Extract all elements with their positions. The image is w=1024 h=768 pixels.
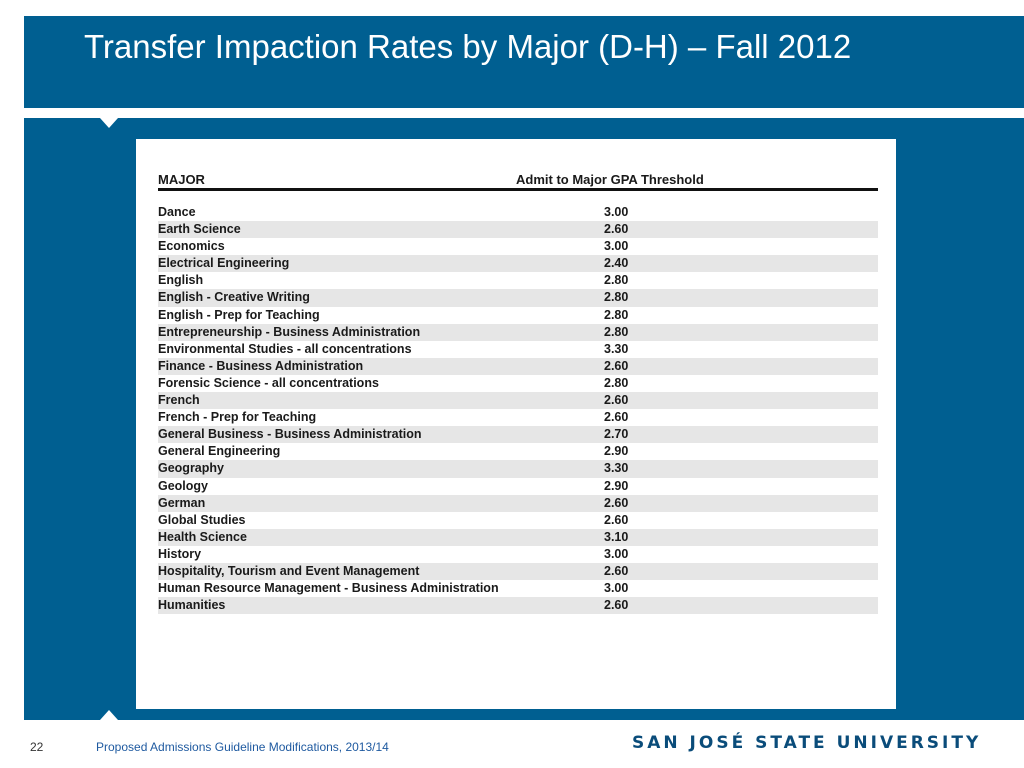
title-band	[24, 16, 1024, 108]
major-name: French - Prep for Teaching	[158, 410, 317, 425]
major-name: Humanities	[158, 598, 226, 613]
table-row: Entrepreneurship - Business Administrati…	[158, 323, 878, 341]
table-row: Hospitality, Tourism and Event Managemen…	[158, 562, 878, 581]
major-name: General Engineering	[158, 444, 281, 459]
table-row: Finance - Business Administration 2.60	[158, 357, 878, 375]
gpa-value: 3.30	[604, 461, 629, 476]
gpa-value: 3.10	[604, 529, 629, 544]
major-name: Entrepreneurship - Business Administrati…	[158, 324, 421, 339]
table-body: Dance 3.00 Earth Science 2.60 Economics 3.00 E…	[158, 204, 878, 615]
table-row: French - Prep for Teaching 2.60	[158, 409, 878, 426]
major-name: Geology	[158, 478, 209, 493]
table-row: Electrical Engineering 2.40	[158, 255, 878, 273]
university-logo: SAN JOSÉ STATE UNIVERSITY	[632, 733, 982, 753]
table-row: English 2.80	[158, 272, 878, 289]
table-row: Health Science 3.10	[158, 528, 878, 546]
slide-title: Transfer Impaction Rates by Major (D-H) …	[84, 28, 852, 65]
table-row: English - Prep for Teaching 2.80	[158, 307, 878, 324]
table-row: Humanities 2.60	[158, 597, 878, 615]
gpa-value: 2.90	[604, 478, 629, 493]
table-row: Geology 2.90	[158, 478, 878, 495]
table-row: Global Studies 2.60	[158, 512, 878, 529]
table-row: German 2.60	[158, 494, 878, 512]
table-row: French 2.60	[158, 392, 878, 410]
table-row: General Business - Business Administrati…	[158, 426, 878, 444]
gpa-value: 2.60	[604, 222, 629, 237]
gpa-value: 2.60	[604, 495, 629, 510]
major-name: Electrical Engineering	[158, 256, 290, 271]
major-name: Health Science	[158, 529, 247, 544]
table-row: Environmental Studies - all concentratio…	[158, 341, 878, 358]
gpa-value: 2.60	[604, 410, 629, 425]
table-row: Earth Science 2.60	[158, 221, 878, 239]
major-name: Economics	[158, 239, 225, 254]
major-name: Hospitality, Tourism and Event Managemen…	[158, 563, 420, 578]
gpa-value: 2.90	[604, 444, 629, 459]
page-number: 22	[30, 740, 44, 754]
major-name: English - Creative Writing	[158, 290, 310, 305]
table-row: Economics 3.00	[158, 238, 878, 255]
gpa-value: 3.30	[604, 341, 629, 356]
major-name: Environmental Studies - all concentratio…	[158, 341, 412, 356]
notch-bottom-marker	[100, 710, 118, 720]
gpa-value: 2.70	[604, 427, 629, 442]
gpa-table-panel: MAJOR Admit to Major GPA Threshold Dance…	[136, 139, 896, 709]
header-divider	[158, 188, 878, 191]
table-row: Forensic Science - all concentrations 2.8…	[158, 375, 878, 392]
table-row: General Engineering 2.90	[158, 443, 878, 460]
major-name: Forensic Science - all concentrations	[158, 375, 379, 390]
major-name: Global Studies	[158, 512, 246, 527]
major-name: English - Prep for Teaching	[158, 307, 320, 322]
gpa-value: 2.60	[604, 563, 629, 578]
header-gpa-threshold: Admit to Major GPA Threshold	[516, 172, 704, 187]
gpa-value: 2.60	[604, 598, 629, 613]
gpa-value: 2.80	[604, 273, 629, 288]
major-name: French	[158, 393, 200, 408]
major-name: Earth Science	[158, 222, 241, 237]
gpa-value: 2.80	[604, 290, 629, 305]
table-row: Dance 3.00	[158, 204, 878, 221]
major-name: Geography	[158, 461, 224, 476]
gpa-value: 3.00	[604, 239, 629, 254]
gpa-value: 3.00	[604, 546, 629, 561]
major-name: Dance	[158, 205, 196, 219]
gpa-value: 2.40	[604, 256, 629, 271]
major-name: German	[158, 495, 206, 510]
major-name: History	[158, 546, 202, 561]
gpa-value: 2.80	[604, 307, 629, 322]
table-row: English - Creative Writing 2.80	[158, 289, 878, 307]
table-row: Human Resource Management - Business Adm…	[158, 580, 878, 597]
gpa-value: 2.80	[604, 375, 629, 390]
footer-caption: Proposed Admissions Guideline Modificati…	[96, 740, 389, 754]
gpa-value: 3.00	[604, 205, 629, 219]
gpa-value: 2.60	[604, 393, 629, 408]
major-name: Finance - Business Administration	[158, 358, 364, 373]
gpa-value: 2.80	[604, 324, 629, 339]
table-row: Geography 3.30	[158, 460, 878, 478]
major-name: Human Resource Management - Business Adm…	[158, 581, 499, 596]
table-row: History 3.00	[158, 546, 878, 563]
table-header: MAJOR Admit to Major GPA Threshold	[158, 172, 878, 192]
major-name: General Business - Business Administrati…	[158, 427, 422, 442]
header-major: MAJOR	[158, 172, 205, 187]
gpa-value: 2.60	[604, 358, 629, 373]
gpa-value: 3.00	[604, 581, 629, 596]
notch-top-marker	[100, 118, 118, 128]
major-name: English	[158, 273, 204, 288]
gpa-value: 2.60	[604, 512, 629, 527]
